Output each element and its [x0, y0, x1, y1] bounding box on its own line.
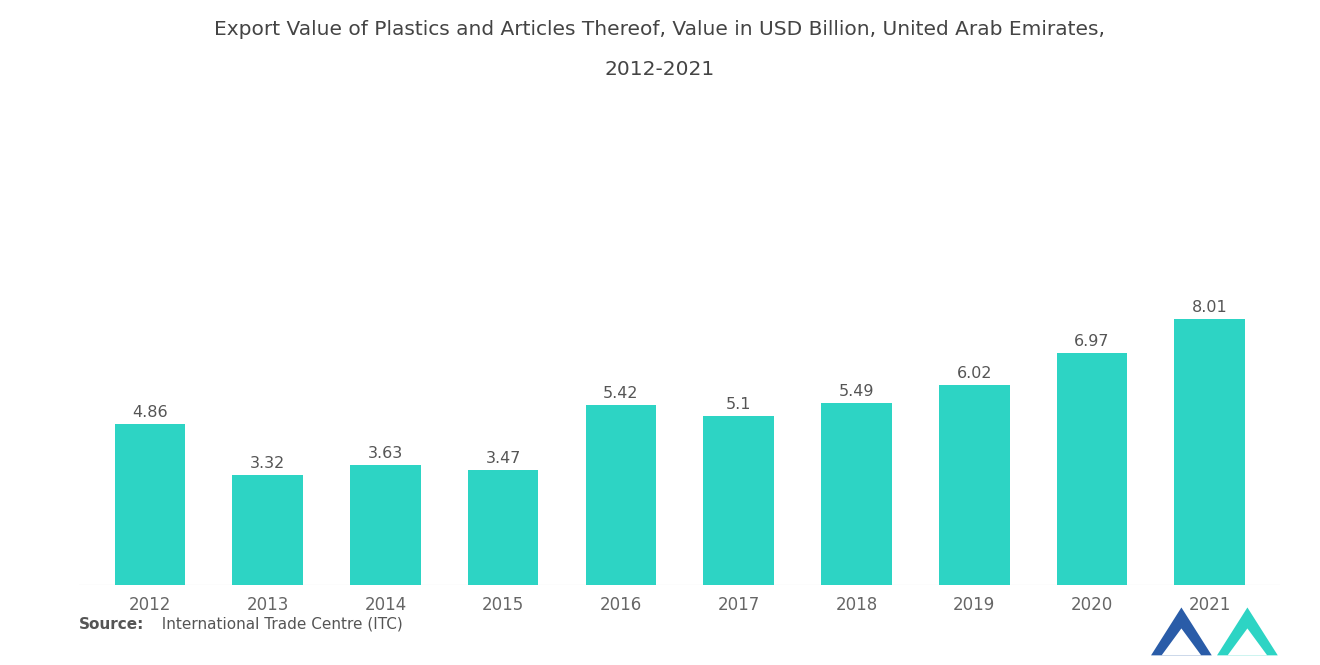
Text: 5.49: 5.49 [838, 384, 874, 398]
Bar [115, 424, 185, 585]
Text: Source:: Source: [79, 616, 145, 632]
Bar [232, 475, 304, 585]
Text: 5.1: 5.1 [726, 396, 751, 412]
Text: 3.63: 3.63 [368, 446, 403, 460]
Text: 3.32: 3.32 [249, 456, 285, 471]
Text: 6.97: 6.97 [1074, 334, 1110, 350]
Bar [350, 464, 421, 585]
Bar [939, 385, 1010, 585]
Bar [704, 416, 774, 585]
Bar [821, 402, 892, 585]
Text: 5.42: 5.42 [603, 386, 639, 401]
Bar [586, 405, 656, 585]
Bar [1056, 354, 1127, 585]
Text: 8.01: 8.01 [1192, 300, 1228, 315]
Text: 3.47: 3.47 [486, 451, 521, 465]
Text: 4.86: 4.86 [132, 404, 168, 420]
Bar [467, 469, 539, 585]
Bar [1175, 319, 1245, 585]
Text: 2012-2021: 2012-2021 [605, 60, 715, 79]
Text: Export Value of Plastics and Articles Thereof, Value in USD Billion, United Arab: Export Value of Plastics and Articles Th… [214, 20, 1106, 39]
Text: 6.02: 6.02 [957, 366, 991, 381]
Text: International Trade Centre (ITC): International Trade Centre (ITC) [152, 616, 403, 632]
